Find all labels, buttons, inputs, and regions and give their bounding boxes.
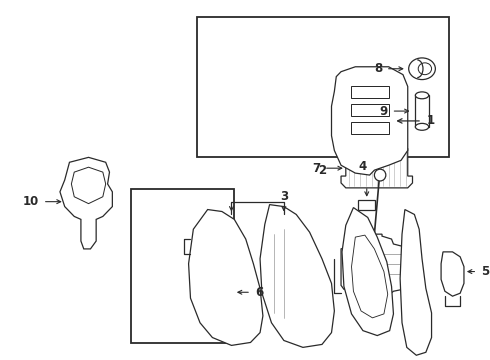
Text: 9: 9 (379, 105, 388, 118)
Text: 10: 10 (23, 195, 39, 208)
Bar (350, 86, 389, 98)
Polygon shape (189, 210, 263, 345)
Text: 4: 4 (359, 160, 367, 173)
Polygon shape (60, 157, 112, 249)
Ellipse shape (416, 92, 429, 99)
Polygon shape (341, 148, 413, 188)
Polygon shape (441, 252, 464, 296)
Polygon shape (400, 210, 432, 355)
Ellipse shape (418, 63, 432, 75)
Polygon shape (72, 167, 106, 204)
Bar (196, 17, 449, 157)
Bar (131, 189, 234, 343)
Text: 1: 1 (427, 114, 435, 127)
Polygon shape (342, 208, 393, 336)
Polygon shape (341, 234, 415, 308)
Bar (358, 200, 375, 210)
Ellipse shape (409, 58, 436, 80)
Bar (350, 122, 389, 134)
Polygon shape (260, 204, 334, 347)
Ellipse shape (416, 123, 429, 130)
Text: 5: 5 (481, 265, 490, 278)
Text: 8: 8 (374, 62, 382, 75)
Text: 2: 2 (318, 164, 327, 177)
Bar (416, 95, 429, 127)
Polygon shape (351, 235, 388, 318)
Text: 7: 7 (312, 162, 320, 175)
Text: 3: 3 (280, 190, 288, 203)
Polygon shape (332, 67, 408, 175)
Text: 6: 6 (255, 286, 263, 299)
Circle shape (374, 169, 386, 181)
Bar (350, 104, 389, 116)
